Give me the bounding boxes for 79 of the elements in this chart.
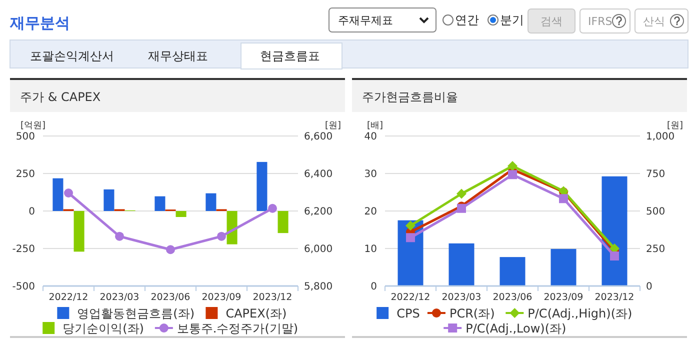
point [406,233,415,242]
point [64,188,73,198]
bar [500,257,526,286]
text: 재무상태표 [148,49,208,63]
y2-tick-label: 500 [646,206,666,218]
y-tick-label: -500 [12,282,35,292]
y2-tick-label: 5,800 [304,282,333,292]
legend-label: CPS [396,306,420,320]
point [115,232,124,241]
x-tick-label: 2023/09 [544,292,584,303]
chart-title: 주가 & CAPEX [20,90,101,104]
y2-tick-label: 750 [646,169,666,180]
bar [154,196,166,211]
y2-tick-label: 0 [646,282,652,292]
text: 현금흐름표 [260,49,320,63]
bar [448,243,474,286]
x-tick-label: 2023/12 [594,292,634,303]
legend-label: 영업활동현금흐름(좌) [77,306,195,320]
y2-tick-label: 6,200 [304,206,333,218]
x-tick-label: 2023/06 [150,292,190,303]
legend-label: P/C(Adj.,Low)(좌) [466,322,566,336]
bar [52,178,64,211]
y-tick-label: 40 [364,132,377,142]
point [456,188,466,199]
point [217,232,226,241]
point [559,194,568,204]
y2-tick-label: 250 [646,244,666,255]
text: 연간 [455,13,479,27]
point [610,252,619,260]
text: 검색 [540,15,562,28]
legend-label: 당기순이익(좌) [62,322,144,336]
x-tick-label: 2023/03 [442,292,482,303]
y-tick-label: 250 [16,169,35,180]
x-tick-label: 2023/06 [492,292,532,303]
bar [256,162,268,211]
point [406,220,416,231]
y2-axis-title: [원] [324,121,341,131]
y-tick-label: -250 [12,244,35,255]
y2-tick-label: 6,400 [304,169,333,180]
chart-title: 주가현금흐름비율 [362,90,458,104]
text: IFRS [588,15,612,28]
y2-tick-label: 6,000 [304,244,333,255]
x-tick-label: 2023/12 [252,292,292,303]
legend-label: 보통주.수정주가(기말) [176,322,298,336]
point [166,245,175,254]
bar [74,211,84,252]
bar [602,176,628,286]
text: 주재무제표 [338,14,393,27]
x-tick-label: 2023/09 [202,292,242,303]
legend-label: PCR(좌) [449,306,495,320]
y-tick-label: 20 [364,206,377,218]
text: 분기 [500,13,524,27]
y-tick-label: 0 [28,206,35,218]
bar [206,193,216,211]
bar [278,211,288,234]
bar [226,211,238,244]
y2-axis-title: [원] [666,121,683,131]
y-tick-label: 0 [370,282,377,292]
text: 포괄손익계산서 [30,49,114,63]
bar [550,248,576,286]
point [508,161,518,171]
x-tick-label: 2022/12 [48,292,88,303]
point [268,204,277,213]
x-tick-label: 2023/03 [100,292,140,303]
x-tick-label: 2022/12 [390,292,430,303]
y-tick-label: 10 [364,244,377,255]
y2-tick-label: 6,600 [304,132,333,142]
bar [176,211,186,217]
text: 재무분석 [9,14,70,32]
legend-label: CAPEX(좌) [226,306,287,320]
y-tick-label: 30 [364,169,377,180]
y-axis-title: [억원] [20,121,46,131]
y-tick-label: 500 [16,132,35,142]
y2-tick-label: 1,000 [646,132,675,142]
bar [104,189,114,211]
y-axis-title: [배] [366,121,384,131]
point [508,170,517,180]
legend-label: P/C(Adj.,High)(좌) [528,306,632,320]
text: 산식 [643,15,665,28]
